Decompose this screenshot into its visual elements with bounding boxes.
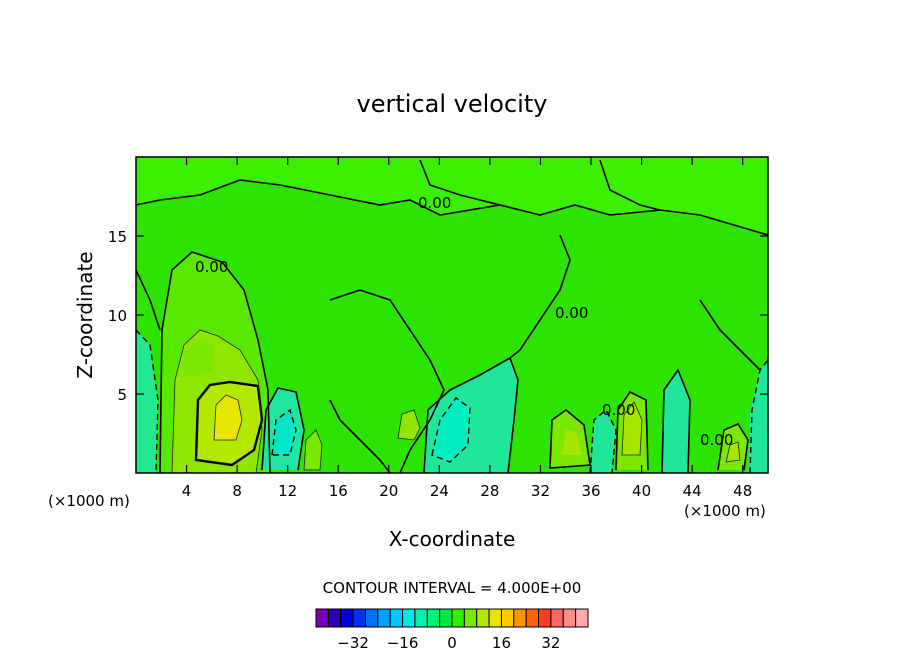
- colorbar-swatch: [562, 608, 577, 628]
- x-tick-label: 24: [430, 482, 449, 500]
- contour-fill-updraft-40b: [622, 402, 642, 455]
- y-tick-label: 5: [117, 386, 127, 404]
- contour-fill-left-bump: [180, 340, 214, 378]
- contour-label: 0.00: [602, 401, 635, 419]
- contour-lines: [136, 159, 768, 473]
- colorbar-swatch: [402, 608, 416, 628]
- x-axis-label: X-coordinate: [389, 527, 516, 551]
- colorbar-tick-label: 32: [541, 634, 560, 652]
- contour-fill-updraft-22: [398, 410, 420, 440]
- x-tick-label: 4: [182, 482, 192, 500]
- contour-fill-upper: [136, 157, 768, 235]
- y-tick-label: 10: [108, 307, 127, 325]
- x-tick-label: 44: [683, 482, 702, 500]
- y-axis-label: Z-coordinate: [73, 251, 97, 378]
- colorbar-tick-label: −16: [387, 634, 419, 652]
- x-unit-right: (×1000 m): [684, 502, 766, 520]
- x-tick-label: 48: [733, 482, 752, 500]
- colorbar-swatch: [439, 608, 453, 628]
- contour-fill-downdraft-37: [590, 410, 616, 473]
- contour-lines-negative: [136, 329, 768, 473]
- colorbar-swatch: [364, 608, 379, 628]
- colorbar-swatch: [352, 608, 366, 628]
- x-tick-label: 12: [278, 482, 297, 500]
- contour-fill-updraft-47b: [726, 442, 740, 462]
- contour-fill-downdraft-43: [662, 370, 690, 473]
- colorbar-swatch: [575, 608, 589, 628]
- contour-fill-downdraft-12b: [272, 410, 296, 455]
- contour-label: 0.00: [418, 194, 451, 212]
- contour-fill-left-core3: [214, 395, 242, 440]
- colorbar-swatch: [538, 608, 552, 628]
- colorbar-swatch: [513, 608, 527, 628]
- contour-lines-thin: [171, 329, 741, 473]
- x-tick-label: 36: [581, 482, 600, 500]
- y-tick-label: 15: [108, 228, 127, 246]
- contour-fill-right-edge: [748, 360, 768, 473]
- colorbar-swatch: [340, 608, 354, 628]
- x-axis: 4 8 12 16 20 24 28 32 36 40 44 48: [182, 157, 752, 500]
- x-tick-label: 8: [232, 482, 242, 500]
- contour-fill-updraft-14: [304, 430, 322, 470]
- colorbar-tick-label: 16: [492, 634, 511, 652]
- contour-label: 0.00: [195, 258, 228, 276]
- colorbar-swatch: [500, 608, 515, 628]
- colorbar-swatch: [377, 608, 391, 628]
- contour-labels: 0.00 0.00 0.00 0.00 0.00: [195, 194, 733, 449]
- y-axis: 5 10 15: [108, 228, 768, 404]
- contour-label: 0.00: [555, 304, 588, 322]
- contour-fill-updraft-34b: [562, 430, 582, 455]
- x-tick-label: 28: [480, 482, 499, 500]
- colorbar-tick-label: 0: [447, 634, 457, 652]
- colorbar: [315, 608, 589, 628]
- colorbar-swatch: [451, 608, 465, 628]
- contour-interval-text: CONTOUR INTERVAL = 4.000E+00: [323, 579, 582, 597]
- x-unit-left: (×1000 m): [48, 492, 130, 510]
- contour-fill-downdraft-26b: [432, 398, 470, 462]
- colorbar-swatch: [463, 608, 478, 628]
- x-tick-label: 16: [329, 482, 348, 500]
- colorbar-swatch: [389, 608, 404, 628]
- colorbar-swatch: [550, 608, 564, 628]
- colorbar-swatch: [525, 608, 540, 628]
- colorbar-tick-label: −32: [337, 634, 369, 652]
- colorbar-swatch: [414, 608, 428, 628]
- plot-area: 0.00 0.00 0.00 0.00 0.00: [136, 157, 768, 473]
- colorbar-swatch: [315, 608, 329, 628]
- x-tick-label: 40: [632, 482, 651, 500]
- x-tick-label: 32: [531, 482, 550, 500]
- x-tick-label: 20: [379, 482, 398, 500]
- chart-title: vertical velocity: [357, 90, 548, 118]
- colorbar-swatch: [327, 608, 342, 628]
- colorbar-swatch: [476, 608, 490, 628]
- colorbar-labels: −32 −16 0 16 32: [337, 634, 560, 652]
- colorbar-swatch: [488, 608, 502, 628]
- colorbar-swatch: [426, 608, 441, 628]
- contour-label: 0.00: [700, 431, 733, 449]
